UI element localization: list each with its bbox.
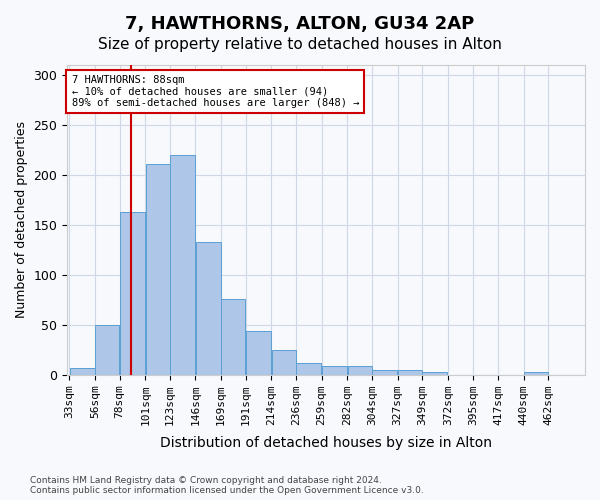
Bar xyxy=(95,324,119,374)
Text: 7 HAWTHORNS: 88sqm
← 10% of detached houses are smaller (94)
89% of semi-detache: 7 HAWTHORNS: 88sqm ← 10% of detached hou… xyxy=(71,75,359,108)
Bar xyxy=(398,370,422,374)
Bar xyxy=(146,164,170,374)
Bar xyxy=(70,368,95,374)
Bar xyxy=(296,362,322,374)
X-axis label: Distribution of detached houses by size in Alton: Distribution of detached houses by size … xyxy=(160,436,492,450)
Bar xyxy=(196,242,221,374)
Bar xyxy=(272,350,296,374)
Text: 7, HAWTHORNS, ALTON, GU34 2AP: 7, HAWTHORNS, ALTON, GU34 2AP xyxy=(125,15,475,33)
Bar xyxy=(170,155,195,374)
Y-axis label: Number of detached properties: Number of detached properties xyxy=(15,122,28,318)
Bar xyxy=(422,372,448,374)
Text: Size of property relative to detached houses in Alton: Size of property relative to detached ho… xyxy=(98,38,502,52)
Bar xyxy=(372,370,397,374)
Bar xyxy=(322,366,347,374)
Text: Contains HM Land Registry data © Crown copyright and database right 2024.
Contai: Contains HM Land Registry data © Crown c… xyxy=(30,476,424,495)
Bar xyxy=(120,212,145,374)
Bar xyxy=(221,298,245,374)
Bar xyxy=(347,366,371,374)
Bar xyxy=(524,372,548,374)
Bar xyxy=(246,330,271,374)
